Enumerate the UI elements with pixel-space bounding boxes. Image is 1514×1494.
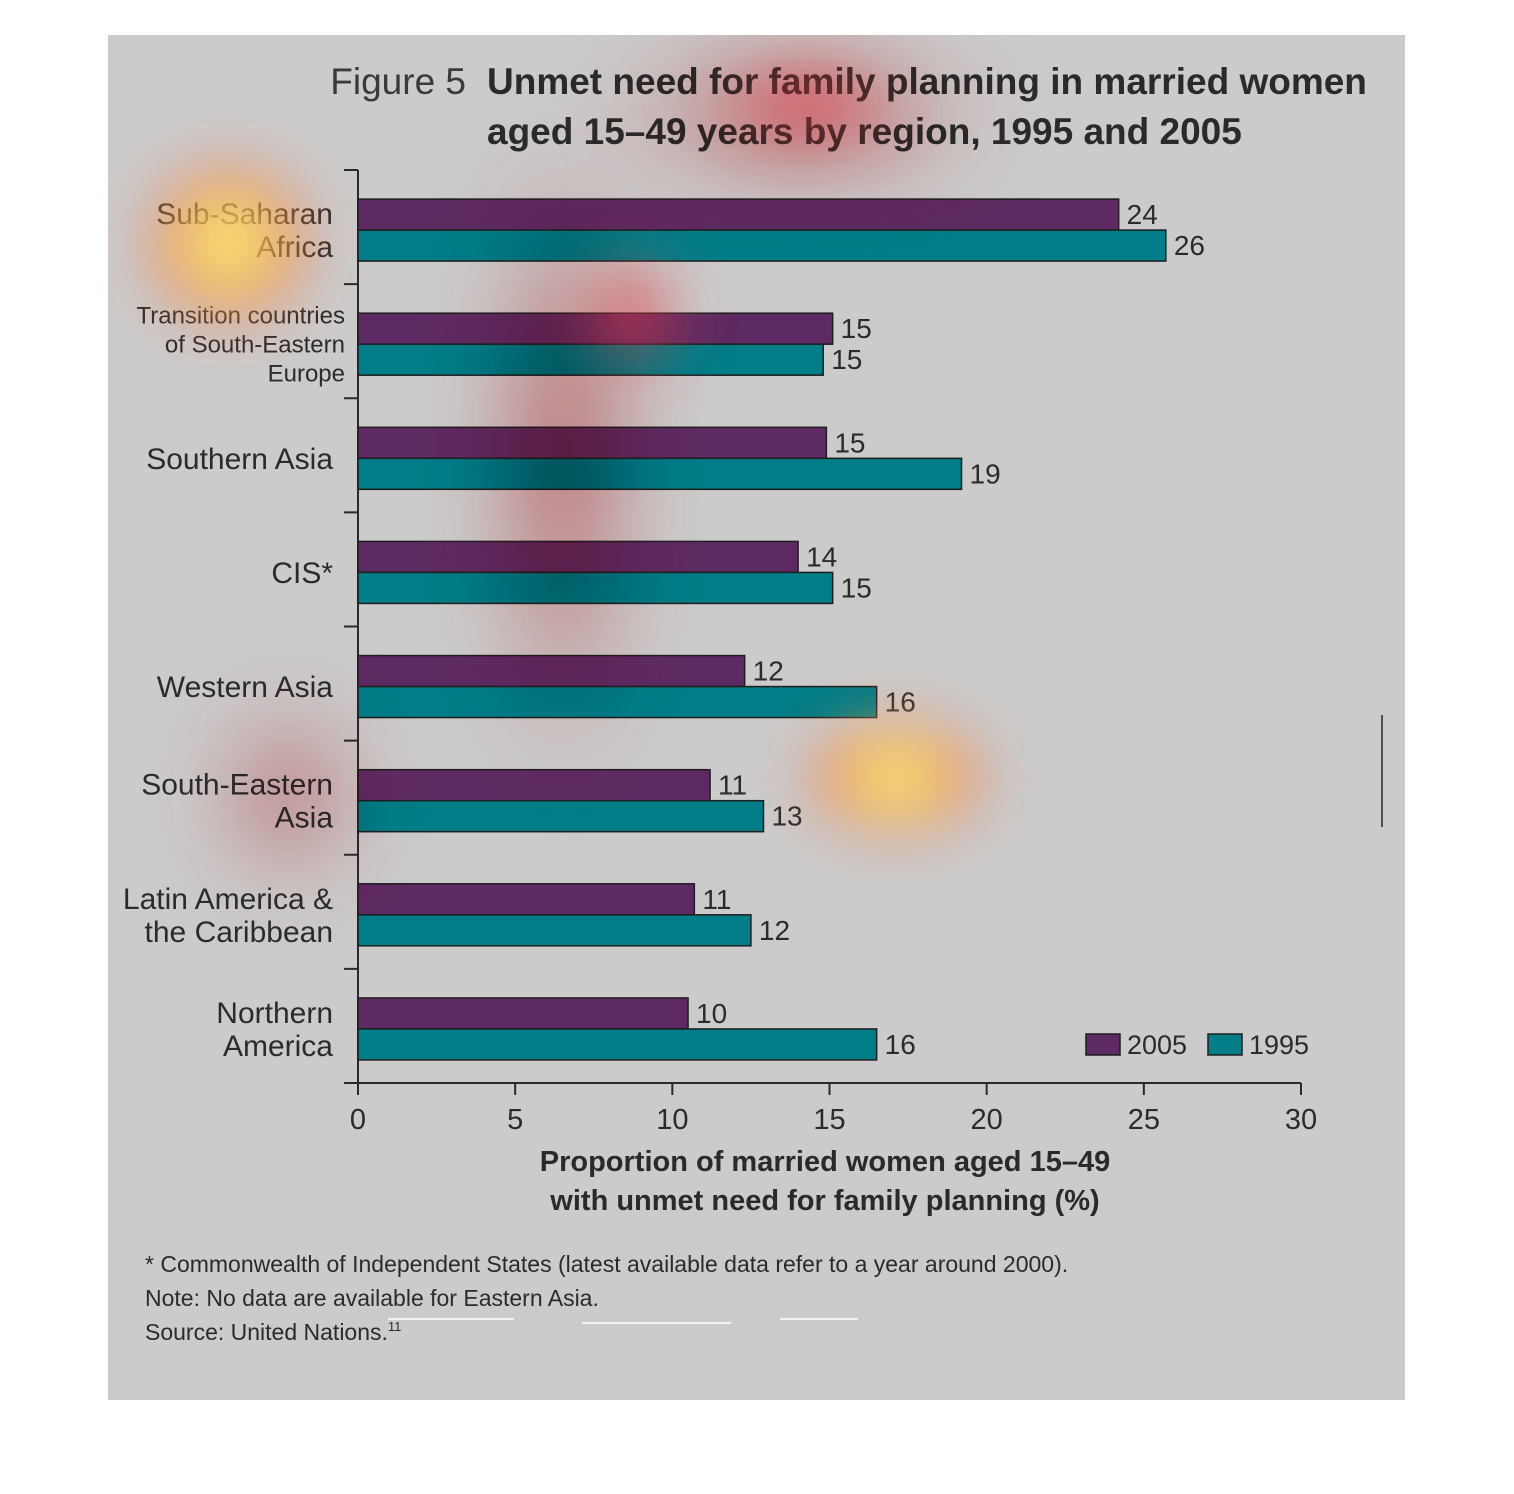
value-label-1995: 26 <box>1174 230 1205 261</box>
category-label-line: Western Asia <box>157 671 334 704</box>
heat-blob-title-hot <box>713 60 903 150</box>
category-label: CIS* <box>271 557 333 590</box>
footnotes: * Commonwealth of Independent States (la… <box>145 715 1383 1345</box>
tick-labels: 0 5 10 15 20 25 30 <box>350 1104 1317 1136</box>
axes <box>344 169 1302 1095</box>
footnote-note: Note: No data are available for Eastern … <box>145 1285 599 1311</box>
value-label-2005: 10 <box>696 998 727 1029</box>
value-label-2005: 24 <box>1127 199 1158 230</box>
category-label: Latin America & the Caribbean <box>123 883 333 949</box>
x-axis-title-line-2: with unmet need for family planning (%) <box>549 1185 1099 1217</box>
footnote-source: Source: United Nations.11 <box>145 1319 401 1345</box>
category-label-line: the Caribbean <box>145 916 333 949</box>
bar-chart: Figure 5 Unmet need for family planning … <box>123 45 1383 1345</box>
heat-blob-lower-left <box>218 705 358 885</box>
x-tick-label: 20 <box>971 1104 1003 1136</box>
attention-heatmap-hotspots <box>136 60 996 842</box>
bar-1995 <box>357 914 752 947</box>
value-label-2005: 12 <box>753 656 784 687</box>
legend-label-2005: 2005 <box>1127 1030 1187 1060</box>
legend-swatch-2005 <box>1085 1033 1121 1056</box>
value-label-1995: 16 <box>885 1029 916 1060</box>
bar-1995 <box>357 685 878 719</box>
x-tick-label: 30 <box>1285 1104 1317 1136</box>
legend-label-1995: 1995 <box>1249 1030 1309 1060</box>
footnote-source-text: Source: United Nations. <box>145 1319 388 1345</box>
value-label-1995: 15 <box>831 344 862 375</box>
category-label-line: CIS* <box>271 557 333 590</box>
bar-2005 <box>357 768 711 802</box>
category-label-line: of South-Eastern <box>165 332 345 359</box>
figure-panel: Figure 5 Unmet need for family planning … <box>108 35 1405 1400</box>
value-label-2005: 15 <box>834 427 865 458</box>
legend: 2005 1995 <box>1085 1030 1309 1060</box>
value-label-1995: 13 <box>771 801 802 832</box>
bar-1995 <box>357 799 765 833</box>
category-label-line: Northern <box>216 997 333 1030</box>
bar-1995 <box>357 1028 878 1061</box>
value-label-2005: 15 <box>841 313 872 344</box>
heat-blob-southeast-asia <box>796 712 996 842</box>
category-label-line: America <box>223 1030 333 1063</box>
x-tick-label: 25 <box>1128 1104 1160 1136</box>
category-label-line: Europe <box>268 361 345 388</box>
bar-2005 <box>357 997 689 1030</box>
heat-blob-column <box>493 125 633 785</box>
legend-swatch-1995 <box>1207 1033 1243 1056</box>
value-label-1995: 19 <box>970 458 1001 489</box>
value-label-2005: 11 <box>702 884 731 915</box>
value-label-1995: 12 <box>759 915 790 946</box>
x-tick-label: 10 <box>656 1104 688 1136</box>
footnote-source-superscript: 11 <box>388 1319 402 1334</box>
figure-number: Figure 5 <box>330 61 466 102</box>
category-label: Southern Asia <box>146 443 333 476</box>
x-axis-title: Proportion of married women aged 15–49 w… <box>540 1146 1110 1217</box>
value-label-2005: 14 <box>806 541 837 572</box>
heat-blob-transition <box>578 245 688 385</box>
value-label-1995: 15 <box>841 572 872 603</box>
heat-blob-sub-saharan <box>136 153 320 333</box>
category-label-line: Latin America & <box>123 883 333 916</box>
bar-2005 <box>357 198 1120 231</box>
x-tick-label: 0 <box>350 1104 366 1136</box>
x-axis-title-line-1: Proportion of married women aged 15–49 <box>540 1146 1110 1178</box>
bar-1995 <box>357 229 1167 262</box>
x-tick-label: 5 <box>507 1104 523 1136</box>
category-label: Northern America <box>216 997 333 1063</box>
bar-2005 <box>357 883 696 916</box>
category-label: Western Asia <box>157 671 334 704</box>
value-label-2005: 11 <box>718 770 747 801</box>
category-label-line: Southern Asia <box>146 443 333 476</box>
x-tick-label: 15 <box>813 1104 845 1136</box>
bar-1995 <box>357 457 963 491</box>
footnote-cis: * Commonwealth of Independent States (la… <box>145 1251 1068 1277</box>
